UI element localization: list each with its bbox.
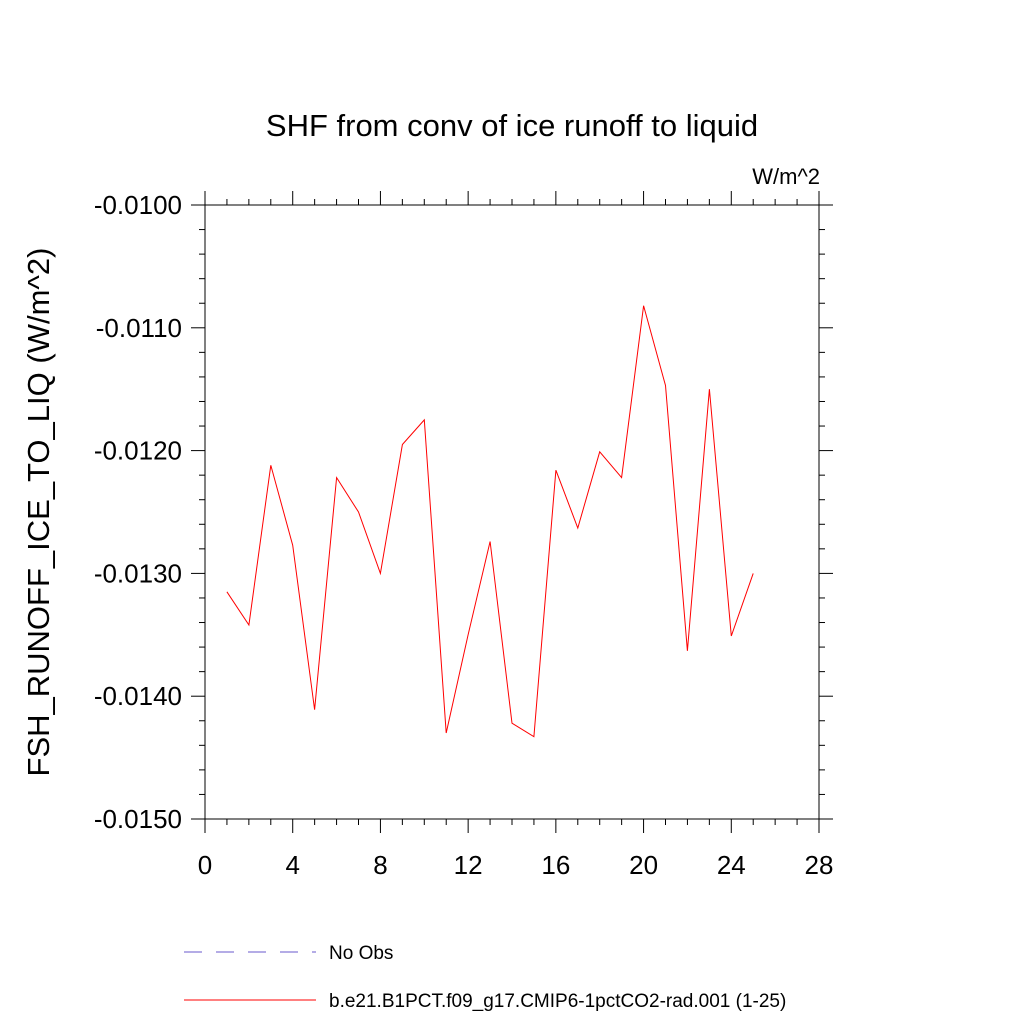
legend-label: b.e21.B1PCT.f09_g17.CMIP6-1pctCO2-rad.00… (329, 991, 786, 1012)
chart-title: SHF from conv of ice runoff to liquid (266, 108, 758, 143)
y-axis-label: FSH_RUNOFF_ICE_TO_LIQ (W/m^2) (21, 248, 56, 777)
axis-ticks (191, 191, 833, 833)
y-tick-label: -0.0110 (96, 313, 182, 343)
y-tick-label: -0.0140 (94, 681, 182, 711)
x-tick-label: 16 (541, 850, 570, 880)
y-tick-label: -0.0120 (94, 436, 182, 466)
x-tick-label: 12 (454, 850, 483, 880)
y-tick-label: -0.0150 (94, 804, 182, 834)
units-label: W/m^2 (752, 164, 820, 189)
x-tick-labels: 0 4 8 12 16 20 24 28 (198, 850, 834, 880)
plot-frame (204, 204, 820, 820)
series-group (226, 305, 754, 738)
legend-label: No Obs (329, 943, 393, 964)
x-tick-label: 0 (198, 850, 212, 880)
legend: No Obs b.e21.B1PCT.f09_g17.CMIP6-1pctCO2-… (184, 943, 786, 1012)
x-tick-label: 4 (285, 850, 299, 880)
y-tick-label: -0.0130 (94, 558, 182, 588)
series-line (226, 305, 754, 738)
y-tick-label: -0.0100 (94, 190, 182, 220)
y-tick-labels: -0.0100 -0.0110 -0.0120 -0.0130 -0.0140 -0.01… (94, 190, 182, 834)
x-tick-label: 8 (373, 850, 387, 880)
x-tick-label: 20 (629, 850, 658, 880)
x-tick-label: 28 (805, 850, 834, 880)
x-tick-label: 24 (717, 850, 746, 880)
